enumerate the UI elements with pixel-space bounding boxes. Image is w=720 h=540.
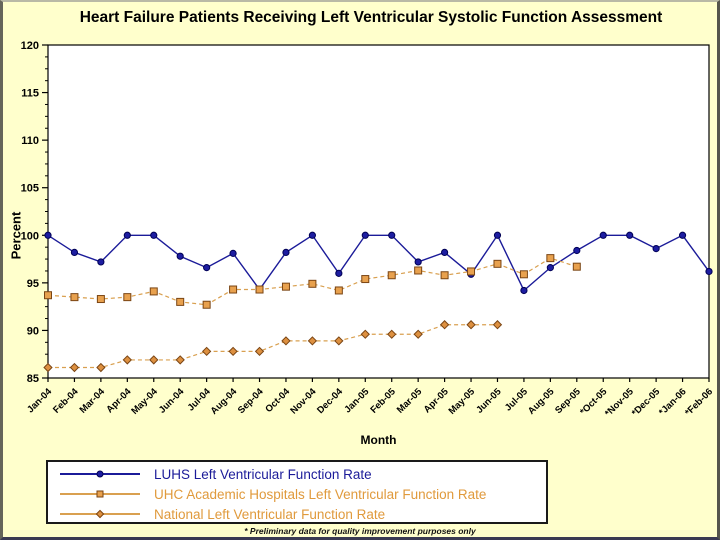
svg-text:Feb-05: Feb-05 — [368, 386, 398, 416]
chart-plot-area: 859095100105110115120Jan-04Feb-04Mar-04A… — [21, 40, 715, 419]
chart-legend: LUHS Left Ventricular Function Rate UHC … — [46, 460, 548, 524]
svg-text:*Dec-05: *Dec-05 — [630, 386, 663, 419]
x-axis-label: Month — [360, 433, 397, 447]
legend-label-uhc: UHC Academic Hospitals Left Ventricular … — [154, 486, 487, 502]
svg-text:May-05: May-05 — [447, 386, 478, 417]
svg-text:90: 90 — [27, 325, 39, 337]
legend-diamond-marker-icon — [60, 508, 140, 520]
footnote: * Preliminary data for quality improveme… — [244, 526, 476, 536]
svg-text:Jun-05: Jun-05 — [474, 386, 504, 416]
legend-item-luhs: LUHS Left Ventricular Function Rate — [48, 464, 546, 484]
svg-text:115: 115 — [21, 88, 39, 100]
svg-text:85: 85 — [27, 373, 39, 385]
y-axis-label: Percent — [8, 211, 24, 260]
svg-text:Sep-04: Sep-04 — [236, 386, 266, 416]
svg-text:Jan-04: Jan-04 — [25, 386, 55, 416]
svg-text:110: 110 — [21, 135, 39, 147]
svg-text:Dec-04: Dec-04 — [315, 386, 345, 416]
svg-text:95: 95 — [27, 278, 39, 290]
circle-marker-icon — [96, 470, 104, 478]
legend-label-national: National Left Ventricular Function Rate — [154, 506, 386, 522]
svg-text:*Nov-05: *Nov-05 — [603, 386, 636, 419]
svg-text:*Feb-06: *Feb-06 — [683, 386, 715, 418]
svg-text:Nov-04: Nov-04 — [288, 386, 319, 417]
svg-text:120: 120 — [21, 40, 39, 52]
square-marker-icon — [96, 490, 104, 498]
legend-label-luhs: LUHS Left Ventricular Function Rate — [154, 466, 372, 482]
svg-text:Jan-05: Jan-05 — [342, 386, 372, 416]
svg-text:100: 100 — [21, 230, 39, 242]
chart-title: Heart Failure Patients Receiving Left Ve… — [79, 9, 663, 26]
svg-text:Aug-04: Aug-04 — [209, 386, 240, 417]
diamond-marker-icon — [95, 509, 105, 519]
svg-text:Mar-04: Mar-04 — [78, 386, 108, 416]
legend-item-uhc: UHC Academic Hospitals Left Ventricular … — [48, 484, 546, 504]
svg-text:Apr-05: Apr-05 — [422, 386, 452, 416]
svg-text:Oct-04: Oct-04 — [263, 386, 292, 415]
svg-text:Aug-05: Aug-05 — [526, 386, 557, 417]
legend-square-marker-icon — [60, 488, 140, 500]
svg-text:Jun-04: Jun-04 — [157, 386, 187, 416]
svg-text:Apr-04: Apr-04 — [104, 386, 134, 416]
svg-text:*Jan-06: *Jan-06 — [657, 386, 689, 418]
svg-text:May-04: May-04 — [129, 386, 160, 417]
legend-item-national: National Left Ventricular Function Rate — [48, 504, 546, 524]
svg-text:105: 105 — [21, 183, 39, 195]
legend-circle-marker-icon — [60, 468, 140, 480]
svg-text:Mar-05: Mar-05 — [395, 386, 425, 416]
svg-text:Feb-04: Feb-04 — [51, 386, 81, 416]
